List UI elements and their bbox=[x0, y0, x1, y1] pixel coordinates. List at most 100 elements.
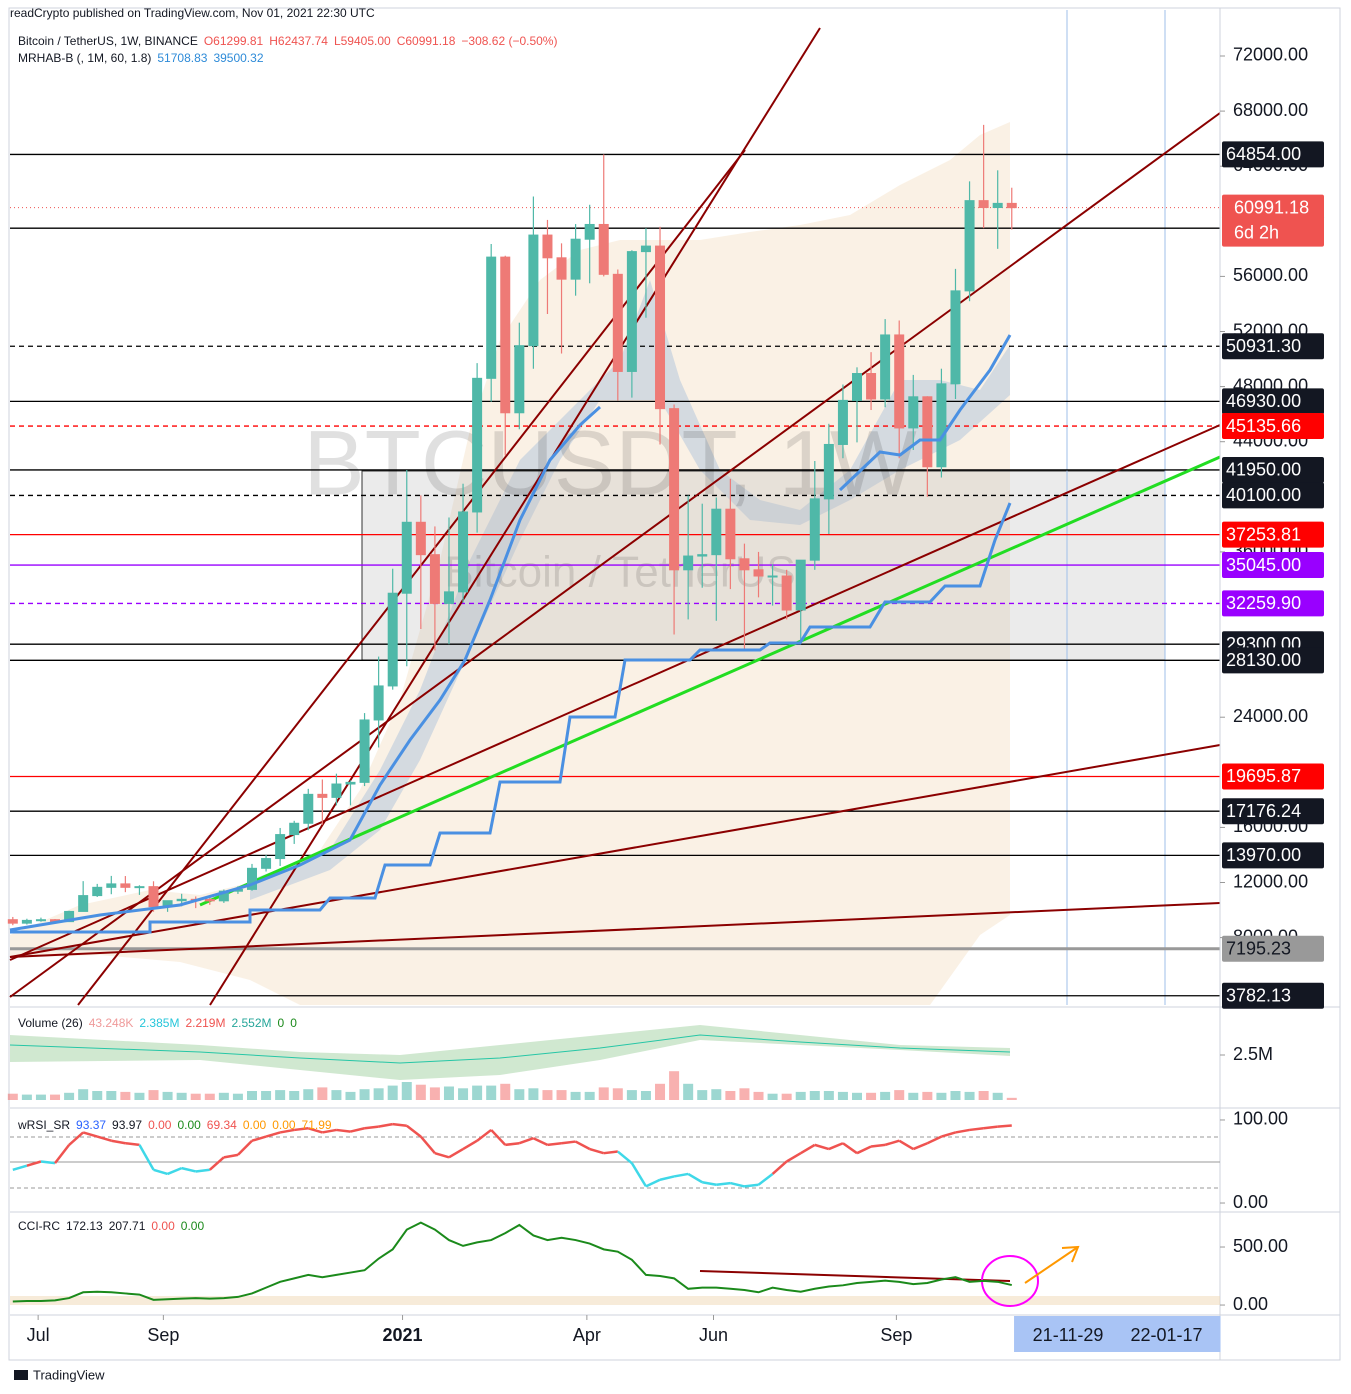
volume-bar bbox=[289, 1091, 300, 1100]
ohlc-value: −308.62 (−0.50%) bbox=[461, 34, 558, 48]
volume-bar bbox=[331, 1090, 342, 1100]
candle-body bbox=[500, 256, 511, 414]
x-tick-label: Apr bbox=[573, 1325, 601, 1345]
candle-body bbox=[458, 511, 469, 593]
candle-body bbox=[964, 200, 975, 292]
price-tag-label: 28130.00 bbox=[1226, 650, 1301, 670]
volume-bar bbox=[908, 1092, 919, 1100]
pane-value: 0.00 bbox=[177, 1118, 201, 1132]
rsi-segment bbox=[716, 1181, 731, 1186]
volume-bar bbox=[35, 1094, 46, 1100]
rsi-segment bbox=[96, 1135, 112, 1142]
volume-bar bbox=[570, 1091, 581, 1100]
y-tick-label: 100.00 bbox=[1233, 1109, 1288, 1129]
candle-body bbox=[317, 793, 328, 798]
volume-bar bbox=[345, 1091, 356, 1100]
volume-bar bbox=[232, 1093, 243, 1100]
price-tag bbox=[1222, 141, 1324, 168]
y-tick-label: 24000.00 bbox=[1233, 706, 1308, 726]
volume-bar bbox=[669, 1071, 680, 1100]
mrhab-line bbox=[838, 334, 1012, 492]
candle-body bbox=[134, 886, 145, 889]
candle-body bbox=[978, 200, 989, 209]
candle-body bbox=[795, 559, 806, 611]
rsi-segment bbox=[757, 1172, 774, 1186]
pane-name: Volume (26) bbox=[18, 1016, 83, 1030]
volume-bar bbox=[106, 1091, 117, 1100]
volume-bar bbox=[711, 1089, 722, 1100]
volume-bar bbox=[978, 1091, 989, 1100]
price-tag bbox=[1222, 413, 1324, 440]
rsi-segment bbox=[800, 1143, 816, 1155]
candle-body bbox=[514, 345, 525, 414]
pane-name: wRSI_SR bbox=[18, 1118, 71, 1132]
candle-body bbox=[359, 719, 370, 783]
volume-bar bbox=[598, 1087, 609, 1100]
volume-bar bbox=[795, 1091, 806, 1100]
rsi-segment bbox=[279, 1128, 295, 1134]
rsi-segment bbox=[40, 1160, 56, 1165]
pane-name: CCI-RC bbox=[18, 1219, 60, 1233]
price-tag bbox=[1222, 521, 1324, 548]
volume-bar bbox=[612, 1088, 623, 1100]
price-tag-label: 46930.00 bbox=[1226, 391, 1301, 411]
candle-body bbox=[739, 558, 750, 571]
price-tag-label: 19695.87 bbox=[1226, 766, 1301, 786]
rsi-segment bbox=[786, 1152, 802, 1163]
candle-body bbox=[373, 685, 384, 721]
price-tag bbox=[1222, 552, 1324, 579]
candle-body bbox=[612, 273, 623, 372]
rsi-segment bbox=[771, 1160, 788, 1175]
price-tag-label: 17176.24 bbox=[1226, 801, 1301, 821]
volume-bar bbox=[472, 1085, 483, 1100]
pane-value: 69.34 bbox=[206, 1118, 237, 1132]
rsi-segment bbox=[462, 1139, 478, 1151]
rsi-segment bbox=[630, 1162, 648, 1188]
pane-value: 172.13 bbox=[66, 1219, 103, 1233]
rsi-segment bbox=[645, 1178, 661, 1188]
volume-bar bbox=[359, 1089, 370, 1100]
pane-value: 43.248K bbox=[88, 1016, 134, 1030]
volume-bar bbox=[204, 1093, 215, 1100]
rsi-segment bbox=[603, 1150, 618, 1155]
y-tick-label: 0.00 bbox=[1233, 1294, 1268, 1314]
volume-bar bbox=[50, 1094, 61, 1100]
trendline bbox=[9, 424, 1221, 961]
watermark-description: Bitcoin / TetherUS bbox=[444, 548, 795, 597]
rsi-segment bbox=[448, 1147, 464, 1159]
volume-bar bbox=[261, 1091, 272, 1100]
pane-value: 0.00 bbox=[272, 1118, 296, 1132]
rsi-segment bbox=[251, 1135, 267, 1142]
x-tick-label: Jun bbox=[699, 1325, 728, 1345]
candle-body bbox=[922, 396, 933, 468]
volume-bar bbox=[837, 1091, 848, 1100]
rsi-segment bbox=[26, 1160, 42, 1167]
volume-bar bbox=[387, 1085, 398, 1100]
rsi-segment bbox=[814, 1143, 830, 1151]
volume-bar bbox=[415, 1084, 426, 1100]
volume-bar bbox=[626, 1090, 637, 1100]
pane-value: 2.552M bbox=[231, 1016, 272, 1030]
candle-body bbox=[275, 834, 286, 860]
symbol: Bitcoin / TetherUS, 1W, BINANCE bbox=[18, 34, 198, 48]
rsi-segment bbox=[941, 1131, 956, 1138]
rsi-segment bbox=[336, 1128, 351, 1133]
volume-bar bbox=[148, 1090, 159, 1100]
rsi-segment bbox=[68, 1131, 84, 1146]
candle-body bbox=[992, 202, 1003, 209]
y-tick-label: 0.00 bbox=[1233, 1192, 1268, 1212]
candle-body bbox=[247, 867, 257, 890]
rsi-segment bbox=[997, 1124, 1012, 1128]
price-tag bbox=[1222, 935, 1324, 962]
step-line bbox=[10, 502, 1012, 934]
cci-line bbox=[12, 1221, 1012, 1303]
y-tick-label: 500.00 bbox=[1233, 1236, 1288, 1256]
price-tag-label: 40100.00 bbox=[1226, 485, 1301, 505]
trendline bbox=[9, 902, 1221, 958]
candle-body bbox=[345, 781, 356, 785]
price-tag-label: 13970.00 bbox=[1226, 845, 1301, 865]
arrow bbox=[1024, 1246, 1079, 1284]
price-tag bbox=[1222, 842, 1324, 869]
x-tick-label: Sep bbox=[880, 1325, 912, 1345]
